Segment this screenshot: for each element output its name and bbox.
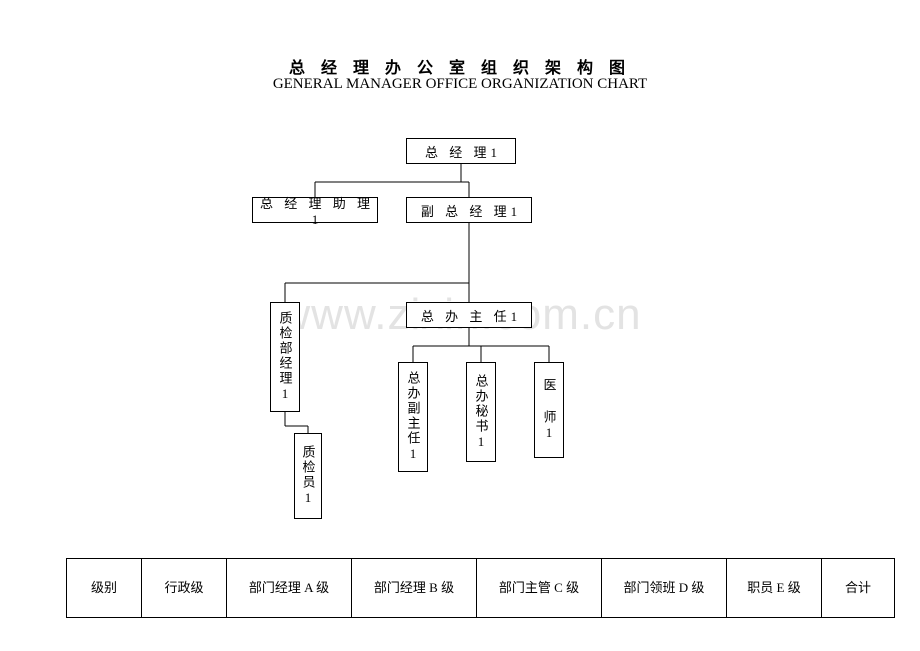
node-dep_dir: 总办副主任1	[398, 362, 428, 472]
grade-cell: 部门领班 D 级	[602, 559, 727, 618]
node-qc_insp: 质检员1	[294, 433, 322, 519]
grade-cell: 部门经理 A 级	[227, 559, 352, 618]
grade-cell: 部门主管 C 级	[477, 559, 602, 618]
grade-cell: 合计	[822, 559, 895, 618]
grade-cell: 职员 E 级	[727, 559, 822, 618]
node-office_dir: 总 办 主 任1	[406, 302, 532, 328]
grade-cell: 级别	[67, 559, 142, 618]
grade-cell: 部门经理 B 级	[352, 559, 477, 618]
node-gm: 总 经 理1	[406, 138, 516, 164]
node-qc_mgr: 质检部经理1	[270, 302, 300, 412]
node-secretary: 总办秘书1	[466, 362, 496, 462]
connector-lines	[0, 0, 920, 540]
grade-table: 级别行政级部门经理 A 级部门经理 B 级部门主管 C 级部门领班 D 级职员 …	[66, 558, 854, 618]
grade-cell: 行政级	[142, 559, 227, 618]
node-deputy: 副 总 经 理1	[406, 197, 532, 223]
node-doctor: 医 师1	[534, 362, 564, 458]
node-asst: 总 经 理 助 理1	[252, 197, 378, 223]
